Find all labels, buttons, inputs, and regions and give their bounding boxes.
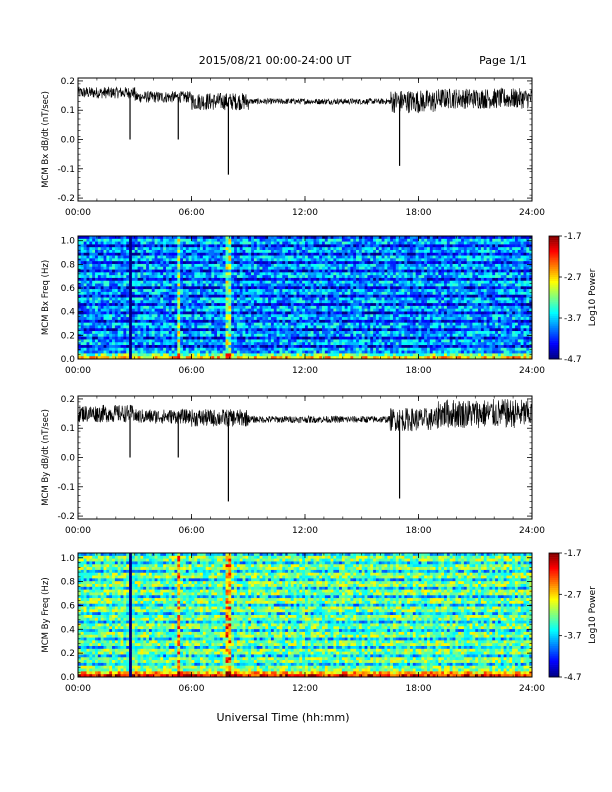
bx-spec-cells bbox=[78, 236, 533, 360]
by-spec-cells bbox=[78, 553, 533, 678]
bx-spec-xtick-1: 06:00 bbox=[179, 366, 205, 376]
by-spec-ytick-4: 0.2 bbox=[61, 649, 75, 659]
bx-line-series bbox=[77, 86, 533, 114]
by-line-xtick-4: 24:00 bbox=[519, 526, 545, 536]
bx-line-xtick-3: 18:00 bbox=[406, 208, 432, 218]
by-spec-xtick-2: 12:00 bbox=[292, 684, 318, 694]
by-spec-xtick-3: 18:00 bbox=[406, 684, 432, 694]
by-spec-ytick-2: 0.6 bbox=[61, 601, 76, 611]
bx-line-ytick-1: 0.1 bbox=[61, 106, 75, 116]
bx-spec-xtick-0: 00:00 bbox=[65, 366, 91, 376]
by-line-panel: 0.2 0.1 0.0 -0.1 -0.2 00:00 06:00 12:00 18:00 24:… bbox=[41, 395, 545, 536]
bx-spec-colorbar-tick-0: -1.7 bbox=[564, 232, 582, 242]
by-line-ylabel: MCM By dB/dt (nT/sec) bbox=[41, 409, 51, 506]
by-line-ytick-0: 0.2 bbox=[61, 395, 75, 405]
bx-line-xtick-1: 06:00 bbox=[179, 208, 205, 218]
bx-spec-ytick-3: 0.4 bbox=[61, 308, 76, 318]
by-line-ytick-1: 0.1 bbox=[61, 424, 75, 434]
by-spec-colorbar-tick-2: -3.7 bbox=[564, 632, 582, 642]
bx-line-ytick-0: 0.2 bbox=[61, 77, 75, 87]
bx-spec-ylabel: MCM Bx Freq (Hz) bbox=[41, 260, 51, 335]
by-line-series bbox=[77, 398, 533, 432]
by-line-ytick-4: -0.2 bbox=[57, 512, 75, 522]
figure-title: 2015/08/21 00:00-24:00 UT bbox=[199, 54, 352, 67]
by-spec-colorbar-tick-0: -1.7 bbox=[564, 549, 582, 559]
by-line-xtick-3: 18:00 bbox=[406, 526, 432, 536]
bx-line-panel: 0.2 0.1 0.0 -0.1 -0.2 00:00 06:00 12:00 18:00 24:… bbox=[41, 77, 545, 218]
bx-line-xtick-0: 00:00 bbox=[65, 208, 91, 218]
by-spec-panel: -1.7 -2.7 -3.7 -4.7 Log10 Power 1.0 0.8 0.6 0.4 0… bbox=[41, 549, 598, 694]
bx-line-ytick-2: 0.0 bbox=[61, 136, 76, 146]
bx-line-ylabel: MCM Bx dB/dt (nT/sec) bbox=[41, 91, 51, 188]
bx-spec-xtick-3: 18:00 bbox=[406, 366, 432, 376]
bx-spec-xtick-4: 24:00 bbox=[519, 366, 545, 376]
by-spec-ylabel: MCM By Freq (Hz) bbox=[41, 577, 51, 652]
by-line-xtick-2: 12:00 bbox=[292, 526, 318, 536]
by-spec-colorbar-tick-3: -4.7 bbox=[564, 673, 582, 683]
bx-spec-ytick-0: 1.0 bbox=[61, 237, 76, 247]
bx-spec-ytick-2: 0.6 bbox=[61, 284, 76, 294]
by-spec-xtick-4: 24:00 bbox=[519, 684, 545, 694]
by-line-ytick-3: -0.1 bbox=[57, 483, 75, 493]
page-label: Page 1/1 bbox=[479, 54, 527, 67]
by-spec-ytick-3: 0.4 bbox=[61, 625, 76, 635]
bx-spec-ytick-1: 0.8 bbox=[61, 260, 76, 270]
by-spec-colorbar-tick-1: -2.7 bbox=[564, 590, 582, 600]
bx-spec-xtick-2: 12:00 bbox=[292, 366, 318, 376]
by-line-xtick-0: 00:00 bbox=[65, 526, 91, 536]
by-spec-colorbar-frame bbox=[548, 552, 560, 678]
bx-line-xtick-4: 24:00 bbox=[519, 208, 545, 218]
panels: 0.2 0.1 0.0 -0.1 -0.2 00:00 06:00 12:00 18:00 24:… bbox=[41, 77, 598, 694]
bx-spec-colorbar-tick-2: -3.7 bbox=[564, 314, 582, 324]
by-line-xtick-1: 06:00 bbox=[179, 526, 205, 536]
by-spec-ytick-5: 0.0 bbox=[61, 673, 76, 683]
bx-spec-ytick-4: 0.2 bbox=[61, 331, 75, 341]
by-spec-ytick-0: 1.0 bbox=[61, 554, 76, 564]
bx-spec-colorbar-label: Log10 Power bbox=[588, 268, 598, 326]
bx-line-ytick-3: -0.1 bbox=[57, 165, 75, 175]
bx-line-xtick-2: 12:00 bbox=[292, 208, 318, 218]
by-spec-colorbar-label: Log10 Power bbox=[588, 586, 598, 644]
bx-spec-colorbar-frame bbox=[548, 235, 560, 360]
by-spec-ytick-1: 0.8 bbox=[61, 578, 76, 588]
x-axis-title: Universal Time (hh:mm) bbox=[217, 711, 350, 724]
bx-spec-ytick-5: 0.0 bbox=[61, 355, 76, 365]
by-spec-xtick-0: 00:00 bbox=[65, 684, 91, 694]
by-spec-xtick-1: 06:00 bbox=[179, 684, 205, 694]
bx-line-ytick-4: -0.2 bbox=[57, 194, 75, 204]
bx-spec-colorbar-tick-3: -4.7 bbox=[564, 355, 582, 365]
bx-spec-panel: -1.7 -2.7 -3.7 -4.7 Log10 Power 1.0 0.8 0.6 0.4 0… bbox=[41, 232, 598, 376]
bx-spec-colorbar: -1.7 -2.7 -3.7 -4.7 Log10 Power bbox=[548, 232, 598, 365]
by-line-ytick-2: 0.0 bbox=[61, 454, 76, 464]
by-spec-colorbar: -1.7 -2.7 -3.7 -4.7 Log10 Power bbox=[548, 549, 598, 683]
bx-spec-colorbar-tick-1: -2.7 bbox=[564, 273, 582, 283]
